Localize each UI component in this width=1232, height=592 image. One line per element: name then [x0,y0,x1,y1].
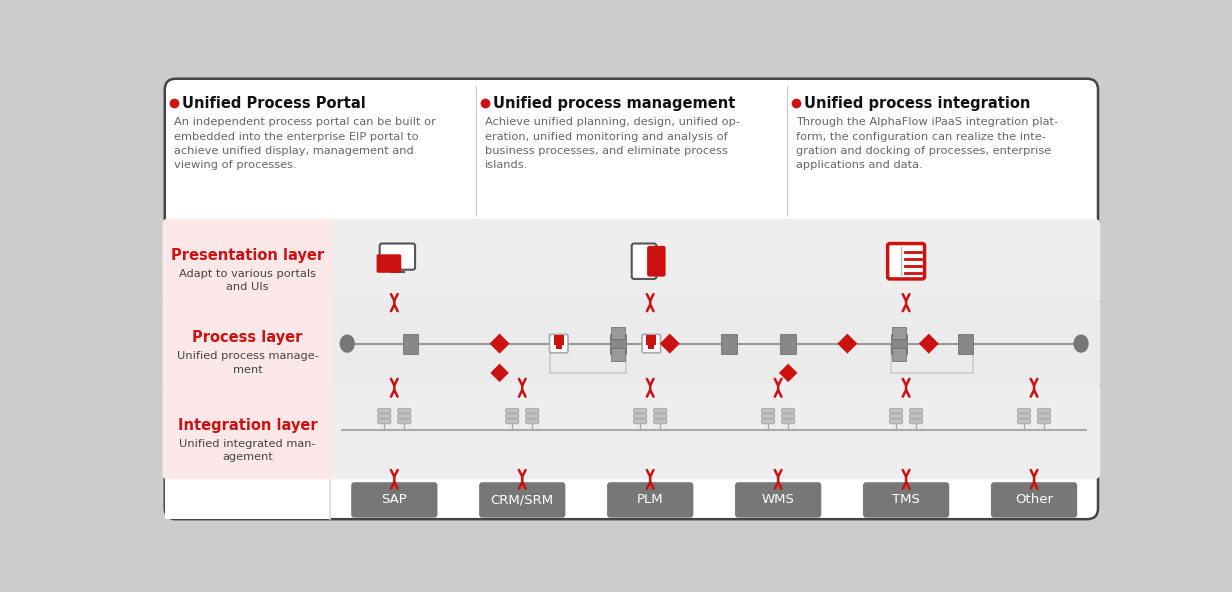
Text: CRM/SRM: CRM/SRM [490,493,554,506]
FancyBboxPatch shape [633,414,647,419]
FancyBboxPatch shape [163,219,333,304]
Text: Achieve unified planning, design, unified op-
eration, unified monitoring and an: Achieve unified planning, design, unifie… [485,117,740,170]
FancyBboxPatch shape [378,414,391,419]
FancyBboxPatch shape [526,419,538,424]
FancyBboxPatch shape [642,334,660,353]
Text: Unified process manage-
ment: Unified process manage- ment [176,351,319,375]
Text: PLM: PLM [637,493,664,506]
FancyBboxPatch shape [163,384,333,479]
FancyBboxPatch shape [328,384,1100,479]
Ellipse shape [340,335,355,352]
FancyBboxPatch shape [1037,408,1051,413]
FancyBboxPatch shape [479,482,565,517]
Text: SAP: SAP [382,493,408,506]
FancyBboxPatch shape [549,334,568,353]
Text: Unified process management: Unified process management [493,96,736,111]
FancyBboxPatch shape [761,419,775,424]
FancyBboxPatch shape [632,243,657,279]
FancyBboxPatch shape [505,419,519,424]
FancyBboxPatch shape [398,408,410,413]
FancyBboxPatch shape [1037,414,1051,419]
Text: Integration layer: Integration layer [177,418,318,433]
Text: Through the AlphaFlow iPaaS integration plat-
form, the configuration can realiz: Through the AlphaFlow iPaaS integration … [796,117,1058,170]
FancyBboxPatch shape [633,408,647,413]
FancyBboxPatch shape [398,419,410,424]
FancyBboxPatch shape [378,408,391,413]
FancyBboxPatch shape [909,419,923,424]
FancyBboxPatch shape [610,334,626,353]
FancyBboxPatch shape [351,482,437,517]
FancyBboxPatch shape [328,299,1100,388]
FancyBboxPatch shape [892,334,907,353]
FancyBboxPatch shape [505,414,519,419]
FancyBboxPatch shape [909,414,923,419]
FancyBboxPatch shape [736,482,822,517]
Text: Adapt to various portals
and UIs: Adapt to various portals and UIs [179,269,317,292]
FancyBboxPatch shape [1037,419,1051,424]
FancyBboxPatch shape [781,334,796,353]
FancyBboxPatch shape [890,408,903,413]
FancyBboxPatch shape [958,334,973,353]
Polygon shape [490,363,509,382]
Polygon shape [660,334,680,353]
FancyBboxPatch shape [909,408,923,413]
FancyBboxPatch shape [781,419,795,424]
Text: WMS: WMS [761,493,795,506]
FancyBboxPatch shape [607,482,694,517]
FancyBboxPatch shape [890,419,903,424]
FancyBboxPatch shape [991,482,1077,517]
FancyBboxPatch shape [862,482,949,517]
FancyBboxPatch shape [379,243,415,270]
FancyBboxPatch shape [526,414,538,419]
Text: TMS: TMS [892,493,920,506]
FancyBboxPatch shape [163,299,333,388]
Polygon shape [838,334,857,353]
Polygon shape [489,334,510,353]
FancyBboxPatch shape [1018,414,1031,419]
FancyBboxPatch shape [165,221,330,519]
FancyBboxPatch shape [761,414,775,419]
FancyBboxPatch shape [781,408,795,413]
FancyBboxPatch shape [526,408,538,413]
FancyBboxPatch shape [761,408,775,413]
FancyBboxPatch shape [647,246,665,276]
Text: Process layer: Process layer [192,330,303,345]
Polygon shape [919,334,939,353]
FancyBboxPatch shape [633,419,647,424]
FancyBboxPatch shape [611,348,625,361]
Text: Unified Process Portal: Unified Process Portal [182,96,366,111]
FancyBboxPatch shape [892,348,906,361]
FancyBboxPatch shape [398,414,410,419]
FancyBboxPatch shape [377,255,402,273]
FancyBboxPatch shape [781,414,795,419]
FancyBboxPatch shape [379,258,399,266]
FancyBboxPatch shape [403,334,419,353]
FancyBboxPatch shape [165,79,1098,519]
FancyBboxPatch shape [654,419,667,424]
FancyBboxPatch shape [892,327,906,339]
Polygon shape [779,363,797,382]
FancyBboxPatch shape [654,414,667,419]
FancyBboxPatch shape [1018,419,1031,424]
FancyBboxPatch shape [611,327,625,339]
Text: Other: Other [1015,493,1053,506]
FancyBboxPatch shape [890,414,903,419]
Text: Unified process integration: Unified process integration [804,96,1030,111]
FancyBboxPatch shape [328,219,1100,304]
Text: Presentation layer: Presentation layer [171,247,324,263]
FancyBboxPatch shape [505,408,519,413]
FancyBboxPatch shape [1018,408,1031,413]
Text: Unified integrated man-
agement: Unified integrated man- agement [179,439,315,462]
Ellipse shape [1074,335,1088,352]
Text: An independent process portal can be built or
embedded into the enterprise EIP p: An independent process portal can be bui… [174,117,436,170]
FancyBboxPatch shape [887,243,924,279]
FancyBboxPatch shape [378,419,391,424]
FancyBboxPatch shape [654,408,667,413]
FancyBboxPatch shape [721,334,737,353]
